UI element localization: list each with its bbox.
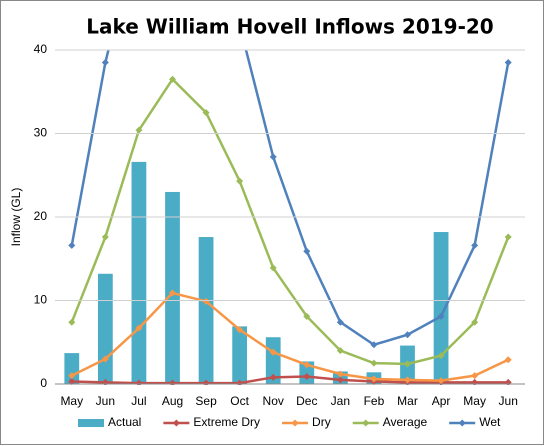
marker [101, 233, 109, 241]
marker [471, 241, 479, 249]
marker [269, 153, 277, 161]
marker [303, 312, 311, 320]
marker [68, 318, 76, 326]
marker [68, 377, 76, 385]
x-tick-label: Jun [96, 394, 115, 408]
x-tick-label: May [463, 394, 486, 408]
legend-label: Wet [479, 415, 501, 429]
x-tick-label: Feb [364, 394, 385, 408]
bar [97, 273, 113, 384]
x-tick-label: Sep [195, 394, 217, 408]
marker [336, 370, 344, 378]
marker [169, 75, 176, 83]
y-tick-label: 10 [34, 293, 48, 307]
marker [471, 318, 479, 326]
legend-swatch [172, 419, 180, 427]
marker [202, 297, 210, 305]
bar [232, 326, 248, 384]
x-tick-label: Nov [263, 394, 284, 408]
marker [303, 247, 311, 255]
marker [269, 373, 277, 381]
legend-label: Actual [108, 415, 141, 429]
marker [404, 376, 411, 384]
bar [165, 191, 180, 384]
marker [471, 372, 479, 380]
y-tick-label: 0 [40, 376, 47, 390]
marker [437, 312, 445, 320]
x-tick-label: Aug [162, 394, 183, 408]
bar [433, 232, 449, 384]
x-tick-label: Oct [230, 394, 249, 408]
y-axis-label: Inflow (GL) [9, 188, 23, 247]
legend-label: Average [383, 415, 428, 429]
legend-swatch [362, 419, 370, 427]
marker [336, 376, 344, 384]
marker [68, 241, 76, 249]
legend-label: Dry [312, 415, 331, 429]
marker [101, 378, 109, 385]
x-tick-label: Mar [397, 394, 418, 408]
marker [437, 352, 445, 360]
bar [198, 237, 214, 384]
marker [370, 341, 378, 349]
x-tick-label: Dec [296, 394, 317, 408]
bar [64, 353, 80, 384]
x-tick-label: Jun [499, 394, 518, 408]
line [70, 77, 510, 366]
plot-area [64, 50, 512, 385]
marker [135, 324, 143, 332]
marker [336, 347, 344, 355]
marker [336, 318, 344, 326]
legend-swatch [78, 419, 104, 427]
marker [370, 359, 378, 367]
marker [68, 372, 76, 380]
marker [101, 355, 109, 363]
y-tick-label: 40 [34, 42, 48, 56]
marker [303, 361, 311, 369]
marker [404, 360, 411, 368]
x-tick-label: Apr [432, 394, 451, 408]
marker [404, 331, 411, 339]
legend-swatch [291, 419, 299, 427]
line [71, 375, 509, 385]
marker [504, 59, 512, 67]
marker [169, 289, 176, 297]
marker [269, 264, 277, 272]
marker [236, 177, 244, 185]
marker [269, 348, 277, 356]
marker [101, 59, 109, 67]
marker [202, 109, 210, 117]
y-tick-label: 30 [34, 126, 48, 140]
line [71, 291, 509, 382]
bar [131, 161, 147, 384]
y-tick-label: 20 [34, 209, 48, 223]
marker [135, 126, 143, 134]
marker [236, 326, 244, 334]
marker [504, 378, 512, 385]
x-tick-label: Jul [131, 394, 146, 408]
marker [437, 377, 445, 385]
marker [504, 356, 512, 364]
marker [504, 233, 512, 241]
x-tick-label: May [60, 394, 83, 408]
legend-label: Extreme Dry [193, 415, 260, 429]
marker [370, 375, 378, 383]
line [70, 50, 510, 347]
marker [303, 372, 311, 380]
chart-title: Lake William Hovell Inflows 2019-20 [86, 15, 493, 39]
marker [471, 378, 479, 385]
x-tick-label: Jan [331, 394, 350, 408]
legend-swatch [458, 419, 466, 427]
